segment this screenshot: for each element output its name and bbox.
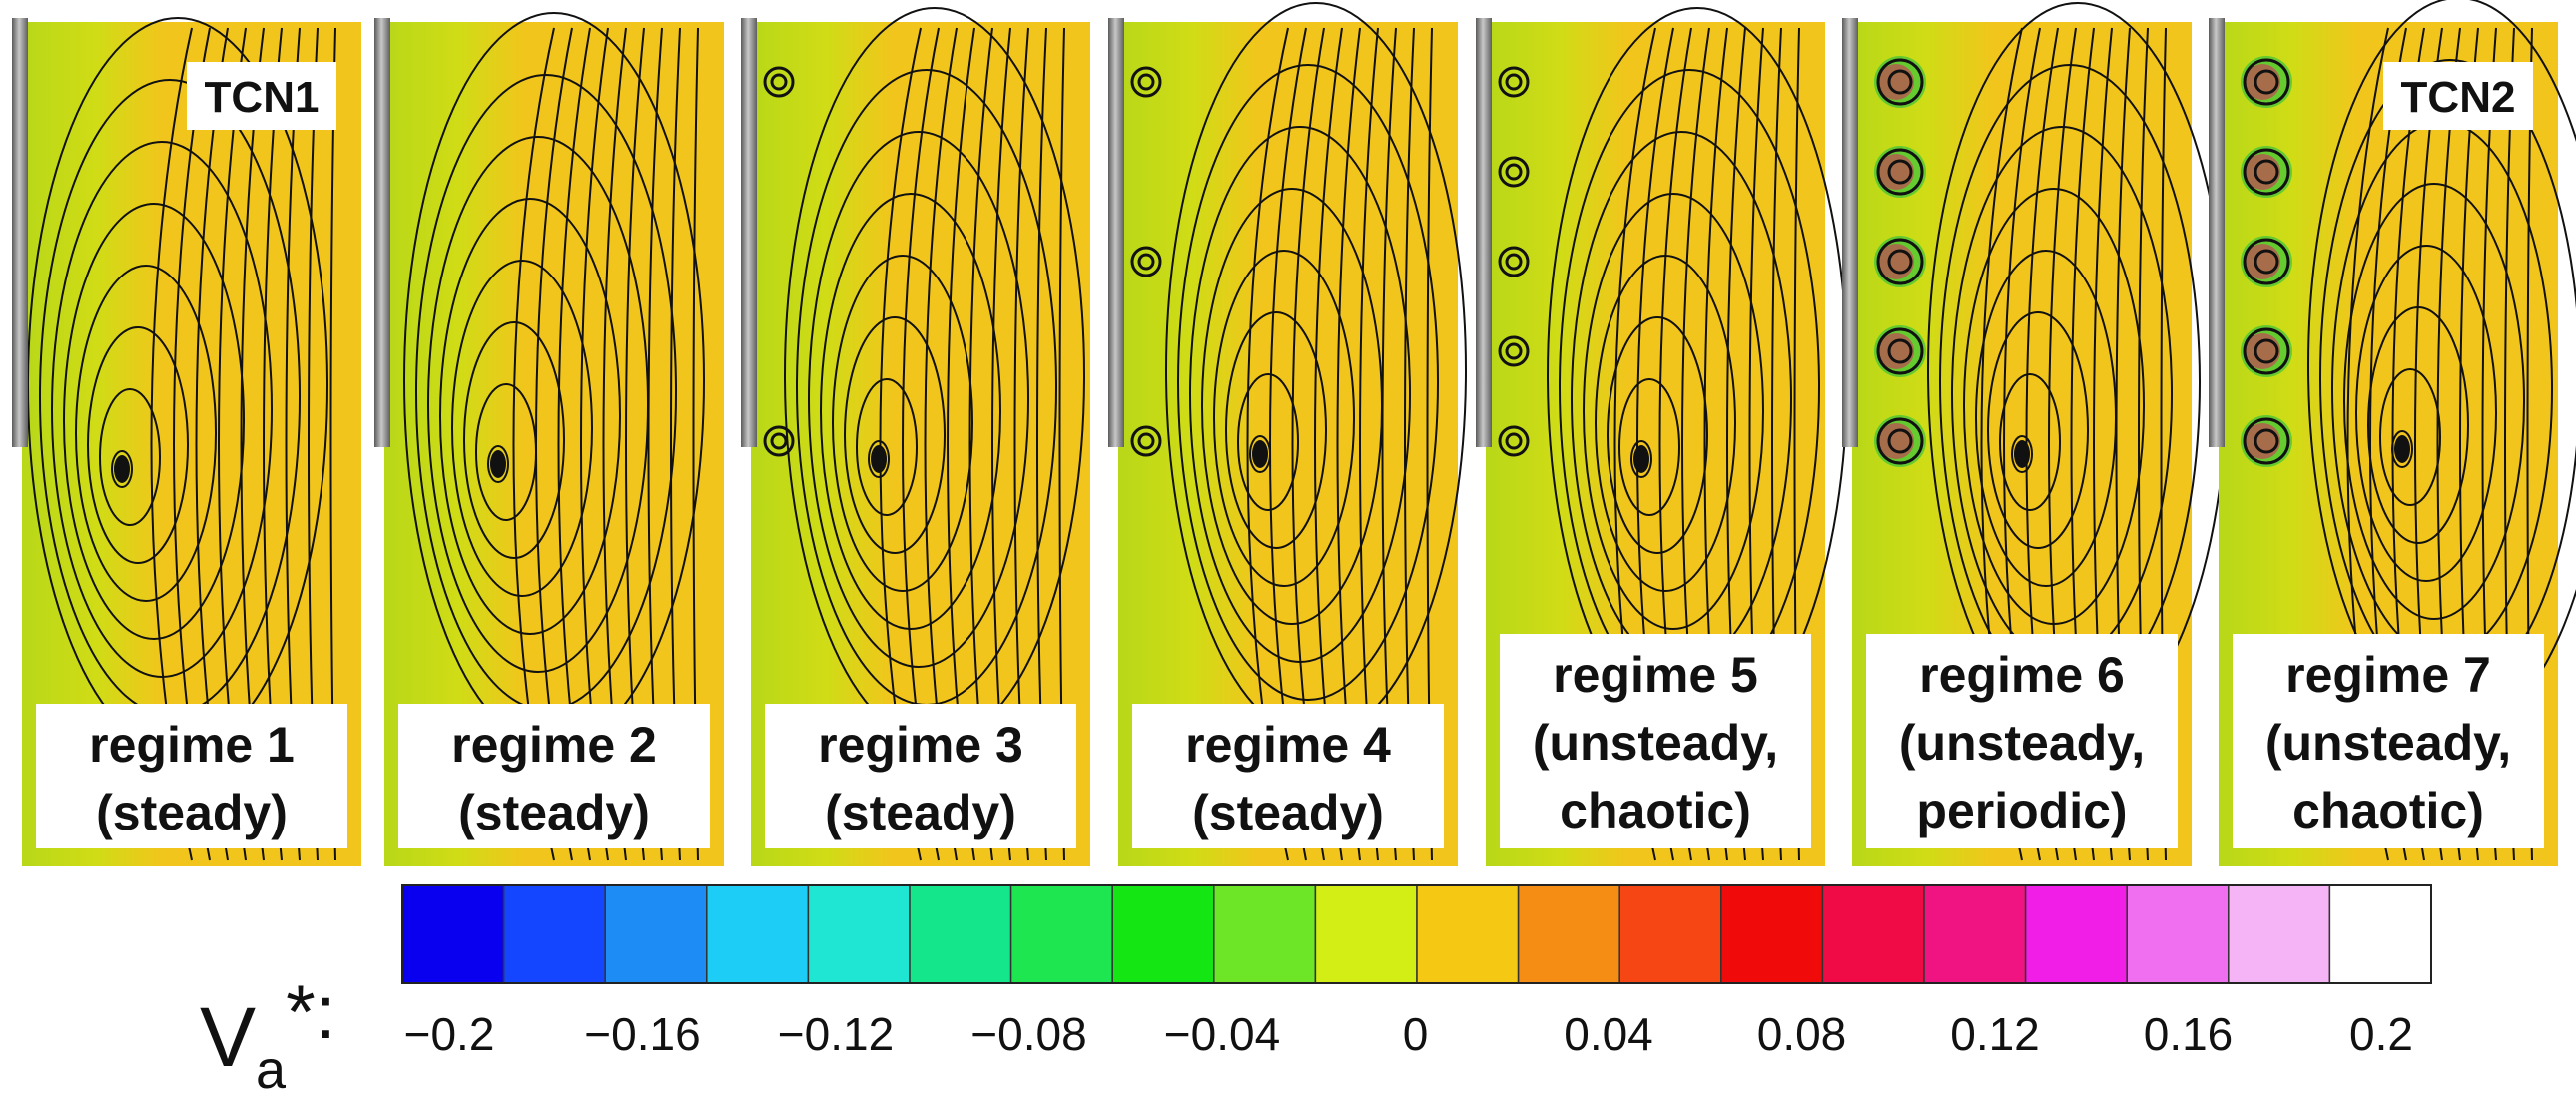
inner-cylinder [1476, 18, 1492, 447]
inner-cylinder [741, 18, 757, 447]
panel-regime-1: regime 1 (steady) TCN1 [12, 17, 361, 866]
colorbar-tick-label: −0.08 [970, 1008, 1086, 1060]
colorbar-swatch [706, 884, 810, 984]
regime-label-line: chaotic) [1560, 783, 1751, 838]
regime-label-box [1866, 634, 2178, 848]
colorbar-swatch [1416, 884, 1520, 984]
colorbar-label: Va*: [200, 970, 336, 1100]
colorbar-swatch [2126, 884, 2230, 984]
regime-label-line: regime 4 [1185, 717, 1391, 773]
secondary-vortices [2241, 56, 2292, 467]
inner-cylinder [1108, 18, 1124, 447]
corner-label-box [2383, 62, 2533, 130]
colorbar-swatch [1213, 884, 1317, 984]
secondary-vortices [1874, 56, 1926, 467]
inner-cylinder [1842, 18, 1858, 447]
regime-label-line: (steady) [825, 785, 1016, 840]
colorbar-swatch [2024, 884, 2128, 984]
colorbar-tick-label: 0 [1403, 1008, 1429, 1060]
colorbar-label-main: V [200, 990, 256, 1084]
inner-cylinder [374, 18, 390, 447]
colorbar-swatch [1111, 884, 1215, 984]
colorbar-swatch [1821, 884, 1925, 984]
regime-label-line: (steady) [1192, 785, 1384, 840]
colorbar-frame [401, 884, 2432, 984]
panel-regime-3: regime 3 (steady) [741, 7, 1090, 866]
regime-label-line: regime 2 [451, 717, 657, 773]
colorbar-swatch [2228, 884, 2331, 984]
colorbar-swatch [1618, 884, 1722, 984]
regime-label-line: (steady) [458, 785, 650, 840]
vortex-core [2014, 440, 2030, 468]
colorbar-swatch [502, 884, 606, 984]
colorbar-swatch [1009, 884, 1113, 984]
colorbar-swatch [401, 884, 505, 984]
vortex-core [1633, 445, 1649, 473]
vortex-core [2394, 435, 2410, 463]
colorbar-tick-label: 0.08 [1757, 1008, 1847, 1060]
colorbar-tick-label: −0.04 [1164, 1008, 1280, 1060]
colorbar-swatch [604, 884, 708, 984]
regime-label-line: chaotic) [2292, 783, 2484, 838]
regime-label-line: regime 1 [89, 717, 295, 773]
colorbar-swatch [1923, 884, 2027, 984]
regime-label-line: (unsteady, [2265, 715, 2511, 771]
regime-label-line: (unsteady, [1899, 715, 2145, 771]
colorbar-swatch [807, 884, 911, 984]
colorbar: −0.2 −0.16 −0.12 −0.08 −0.04 0 0.04 0.08 0.12 0.1… [200, 884, 2432, 1100]
panel-regime-5: regime 5 (unsteady, chaotic) [1476, 7, 1848, 866]
regime-label-line: regime 6 [1919, 647, 2125, 703]
panel-regime-6: regime 6 (unsteady, periodic) [1842, 2, 2229, 866]
regime-label-line: regime 5 [1553, 647, 1758, 703]
regime-label-line: regime 7 [2285, 647, 2491, 703]
vortex-core [1252, 440, 1268, 468]
colorbar-swatch [2328, 884, 2432, 984]
regime-label-line: (steady) [96, 785, 288, 840]
colorbar-swatch [1720, 884, 1824, 984]
colorbar-swatch [1517, 884, 1620, 984]
regime-label-line: (unsteady, [1533, 715, 1778, 771]
colorbar-tick-label: −0.16 [584, 1008, 700, 1060]
colorbar-tick-label: 0.16 [2144, 1008, 2234, 1060]
regime-label-line: periodic) [1916, 783, 2127, 838]
regime-label-box [2233, 634, 2544, 848]
colorbar-swatch [909, 884, 1012, 984]
regime-label-box [765, 704, 1076, 848]
streamlines [27, 17, 336, 861]
colorbar-tick-label: 0.12 [1950, 1008, 2040, 1060]
panel-regime-7: regime 7 (unsteady, chaotic) TCN2 [2209, 0, 2576, 866]
secondary-vortices [1130, 66, 1162, 457]
colorbar-tick-label: 0.04 [1564, 1008, 1653, 1060]
corner-label: TCN2 [2401, 73, 2516, 122]
colorbar-label-sub: a [256, 1040, 287, 1100]
vortex-core [871, 445, 887, 473]
vortex-core [490, 450, 506, 478]
colorbar-swatch [1314, 884, 1418, 984]
corner-label: TCN1 [205, 73, 320, 122]
panel-regime-4: regime 4 (steady) [1108, 2, 1467, 866]
regime-label-box [1500, 634, 1811, 848]
inner-cylinder [2209, 18, 2225, 447]
regime-label-line: regime 3 [818, 717, 1023, 773]
vortex-core [114, 455, 130, 483]
secondary-vortices [1498, 66, 1530, 457]
inner-cylinder [12, 18, 28, 447]
colorbar-tick-label: −0.2 [404, 1008, 495, 1060]
regime-label-box [398, 704, 710, 848]
colorbar-tick-label: 0.2 [2349, 1008, 2413, 1060]
secondary-vortices [763, 66, 795, 457]
colorbar-label-sup: *: [286, 970, 336, 1055]
regime-label-box [36, 704, 347, 848]
corner-label-box [187, 62, 336, 130]
regime-label-box [1132, 704, 1444, 848]
colorbar-tick-label: −0.12 [778, 1008, 894, 1060]
panel-regime-2: regime 2 (steady) [374, 12, 724, 866]
